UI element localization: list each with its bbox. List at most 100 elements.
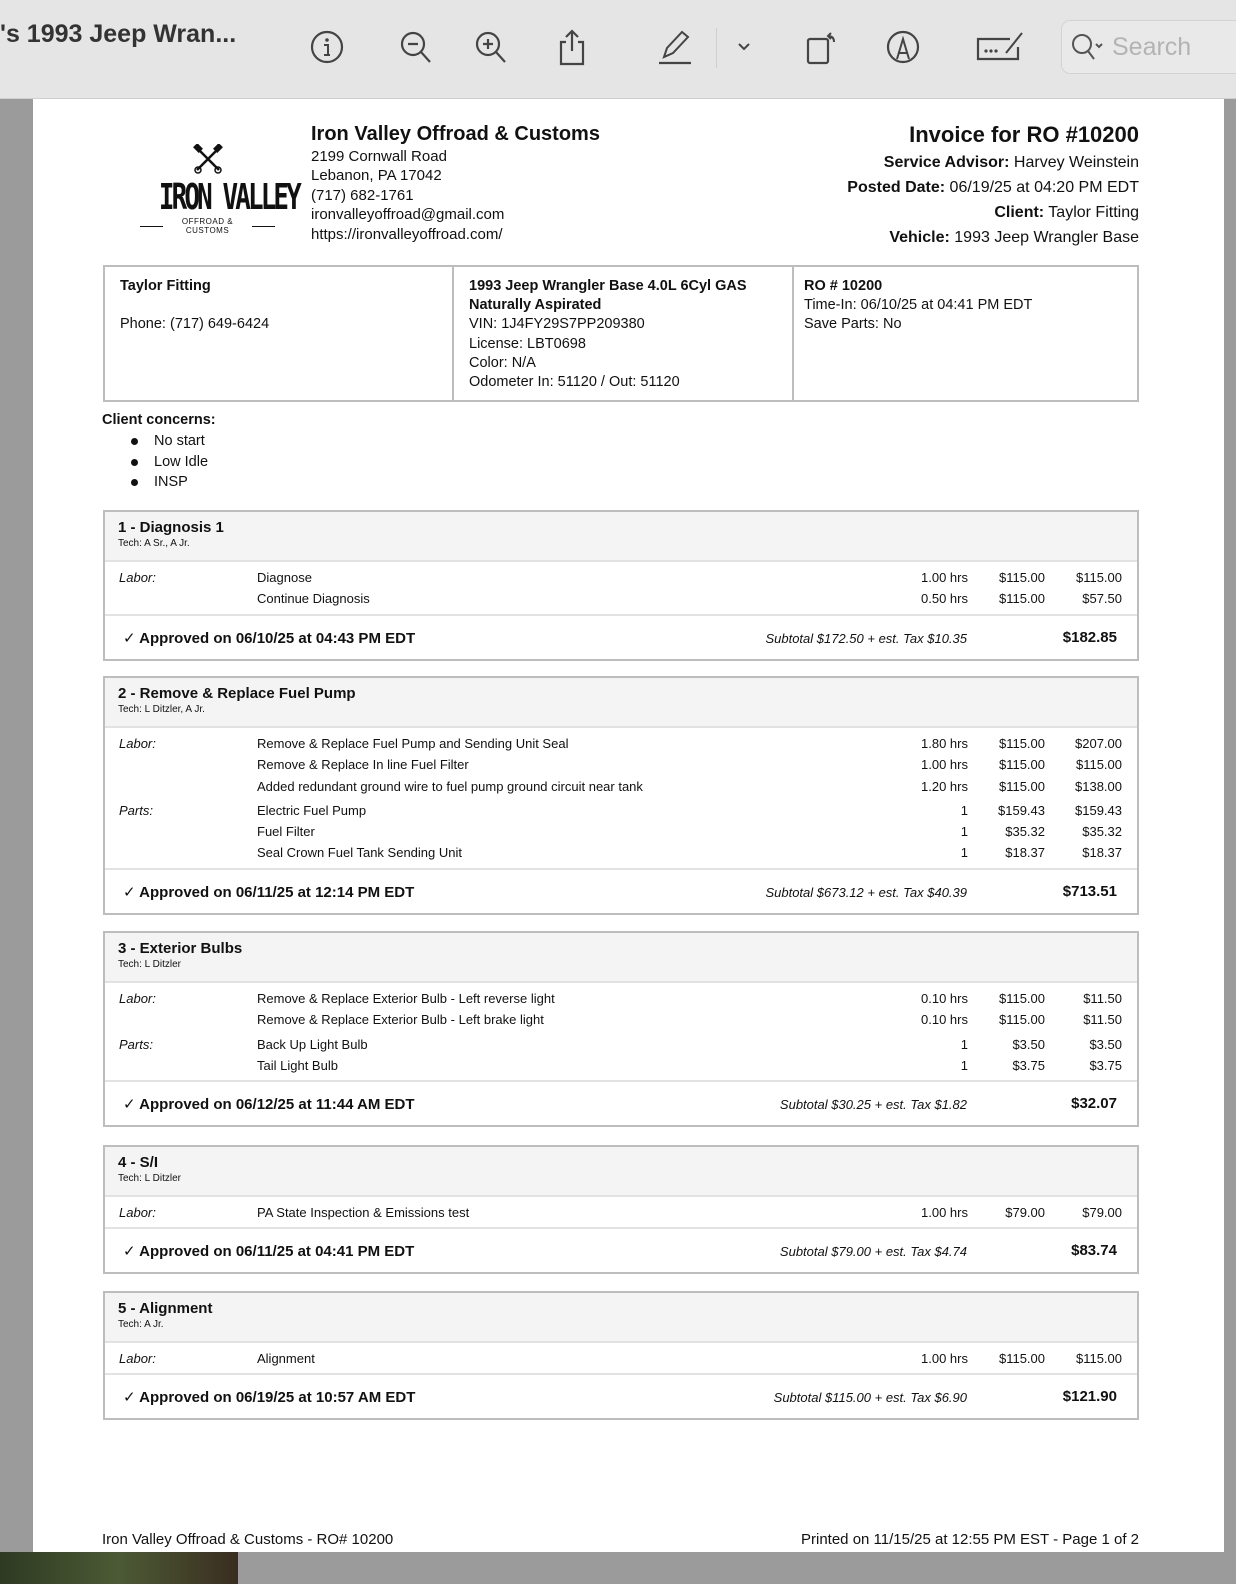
line-total: $207.00 — [1075, 736, 1122, 751]
shop-phone: (717) 682-1761 — [311, 186, 414, 204]
line-total: $18.37 — [1082, 845, 1122, 861]
line-desc: PA State Inspection & Emissions test — [257, 1205, 470, 1220]
logo-subtext: OFFROAD & CUSTOMS — [140, 217, 275, 235]
line-label: Labor: — [119, 1205, 156, 1220]
job-subtotal: Subtotal $172.50 + est. Tax $10.35 — [765, 630, 967, 646]
customer-name: Taylor Fitting — [120, 278, 211, 294]
line-item: Remove & Replace Exterior Bulb - Left br… — [105, 1010, 1137, 1031]
annotate-icon[interactable] — [884, 28, 922, 66]
toolbar: 's 1993 Jeep Wran... Search — [0, 0, 1236, 99]
line-item: Fuel Filter 1 $35.32 $35.32 — [105, 822, 1137, 843]
line-qty: 0.10 hrs — [921, 1012, 968, 1028]
vehicle-color: Color: N/A — [469, 354, 536, 371]
line-item: Labor: Remove & Replace Exterior Bulb - L… — [105, 989, 1137, 1010]
vehicle-odometer: Odometer In: 51120 / Out: 51120 — [469, 374, 680, 391]
shop-info: Iron Valley Offroad & Customs 2199 Cornw… — [311, 120, 600, 244]
job-footer: ✓ Approved on 06/11/25 at 12:14 PM EDT Su… — [105, 867, 1137, 913]
concern-item: Low Idle — [131, 452, 216, 473]
job-section: 4 - S/I Tech: L Ditzler Labor: PA State Ins… — [103, 1145, 1139, 1275]
job-lines: Labor: Remove & Replace Exterior Bulb - L… — [105, 983, 1137, 1080]
approval-status: ✓ Approved on 06/19/25 at 10:57 AM EDT — [123, 1389, 416, 1407]
line-label: Labor: — [119, 570, 156, 585]
zoom-in-icon[interactable] — [472, 28, 510, 66]
share-icon[interactable] — [553, 28, 591, 66]
line-item: Parts: Electric Fuel Pump 1 $159.43 $159.43 — [105, 801, 1137, 822]
line-label: Labor: — [119, 1351, 156, 1366]
line-rate: $159.43 — [998, 802, 1045, 818]
line-item: Continue Diagnosis 0.50 hrs $115.00 $57.50 — [105, 589, 1137, 610]
job-header: 5 - Alignment Tech: A Jr. — [105, 1293, 1137, 1343]
line-total: $138.00 — [1075, 778, 1122, 794]
line-qty: 0.50 hrs — [921, 591, 968, 607]
vehicle-vin: VIN: 1J4FY29S7PP209380 — [469, 316, 645, 333]
toolbar-divider — [716, 28, 717, 68]
line-qty: 1.80 hrs — [921, 736, 968, 751]
line-rate: $115.00 — [998, 778, 1045, 794]
approval-status: ✓ Approved on 06/12/25 at 11:44 AM EDT — [123, 1096, 415, 1114]
job-lines: Labor: Diagnose 1.00 hrs $115.00 $115.00 Cont… — [105, 562, 1137, 614]
job-tech: Tech: A Sr., A Jr. — [118, 538, 190, 549]
line-desc: Electric Fuel Pump — [257, 802, 367, 818]
line-qty: 1.00 hrs — [921, 570, 968, 585]
desktop-wallpaper — [0, 1552, 238, 1584]
footer-left: Iron Valley Offroad & Customs - RO# 1020… — [102, 1531, 394, 1548]
chevron-down-icon[interactable] — [725, 28, 763, 66]
job-section: 5 - Alignment Tech: A Jr. Labor: Alignment 1… — [103, 1291, 1139, 1421]
approval-status: ✓ Approved on 06/10/25 at 04:43 PM EDT — [123, 629, 416, 647]
line-label: Labor: — [119, 991, 156, 1006]
line-desc: Fuel Filter — [257, 824, 315, 840]
line-qty: 1.00 hrs — [921, 757, 968, 773]
posted-value: 06/19/25 at 04:20 PM EDT — [949, 179, 1139, 196]
line-rate: $115.00 — [998, 570, 1045, 585]
markup-pen-icon[interactable] — [656, 28, 694, 66]
line-qty: 1.00 hrs — [921, 1351, 968, 1366]
ro-save-parts: Save Parts: No — [804, 316, 902, 333]
line-desc: Tail Light Bulb — [257, 1057, 338, 1073]
line-total: $115.00 — [1075, 1351, 1122, 1366]
ro-cell: RO # 10200 Time-In: 06/10/25 at 04:41 PM… — [794, 267, 1137, 400]
line-rate: $115.00 — [998, 757, 1045, 773]
shop-name: Iron Valley Offroad & Customs — [311, 123, 600, 145]
line-item: Added redundant ground wire to fuel pump… — [105, 777, 1137, 798]
line-rate: $115.00 — [998, 591, 1045, 607]
line-total: $115.00 — [1075, 757, 1122, 773]
line-desc: Diagnose — [257, 570, 312, 585]
job-title: 1 - Diagnosis 1 — [118, 519, 224, 536]
client-concerns: Client concerns: No start Low Idle INSP — [102, 412, 216, 493]
line-qty: 1 — [960, 845, 968, 861]
line-item: Labor: Diagnose 1.00 hrs $115.00 $115.00 — [105, 568, 1137, 589]
job-footer: ✓ Approved on 06/10/25 at 04:43 PM EDT Su… — [105, 613, 1137, 659]
line-qty: 1 — [960, 1057, 968, 1073]
shop-logo: IRON VALLEY OFFROAD & CUSTOMS — [140, 143, 302, 235]
line-rate: $3.50 — [1012, 1036, 1045, 1052]
line-label: Parts: — [119, 802, 153, 818]
vehicle-license: License: LBT0698 — [469, 335, 586, 352]
shop-email: ironvalleyoffroad@gmail.com — [311, 206, 505, 224]
job-total: $32.07 — [1071, 1095, 1117, 1113]
job-section: 3 - Exterior Bulbs Tech: L Ditzler Labor: R… — [103, 931, 1139, 1128]
client-value: Taylor Fitting — [1048, 204, 1139, 221]
shop-website: https://ironvalleyoffroad.com/ — [311, 225, 503, 243]
job-subtotal: Subtotal $115.00 + est. Tax $6.90 — [773, 1390, 967, 1406]
search-field[interactable]: Search — [1061, 20, 1236, 74]
line-rate: $35.32 — [1005, 824, 1045, 840]
search-icon — [1072, 34, 1103, 60]
rotate-icon[interactable] — [802, 28, 840, 66]
line-total: $115.00 — [1075, 570, 1122, 585]
sign-icon[interactable] — [976, 28, 1026, 66]
info-icon[interactable] — [308, 28, 346, 66]
job-total: $182.85 — [1062, 628, 1117, 646]
document-title: 's 1993 Jeep Wran... — [0, 20, 237, 48]
crossed-pistons-icon — [192, 143, 223, 174]
line-total: $11.50 — [1083, 1012, 1122, 1028]
job-title: 5 - Alignment — [118, 1300, 213, 1317]
logo-text: IRON VALLEY — [158, 177, 302, 218]
line-total: $11.50 — [1083, 991, 1122, 1006]
advisor-label: Service Advisor: — [883, 154, 1010, 171]
zoom-out-icon[interactable] — [397, 28, 435, 66]
line-total: $3.50 — [1089, 1036, 1122, 1052]
job-subtotal: Subtotal $30.25 + est. Tax $1.82 — [779, 1097, 967, 1113]
line-qty: 1 — [960, 824, 968, 840]
concerns-list: No start Low Idle INSP — [131, 431, 216, 493]
shop-address2: Lebanon, PA 17042 — [311, 167, 442, 185]
